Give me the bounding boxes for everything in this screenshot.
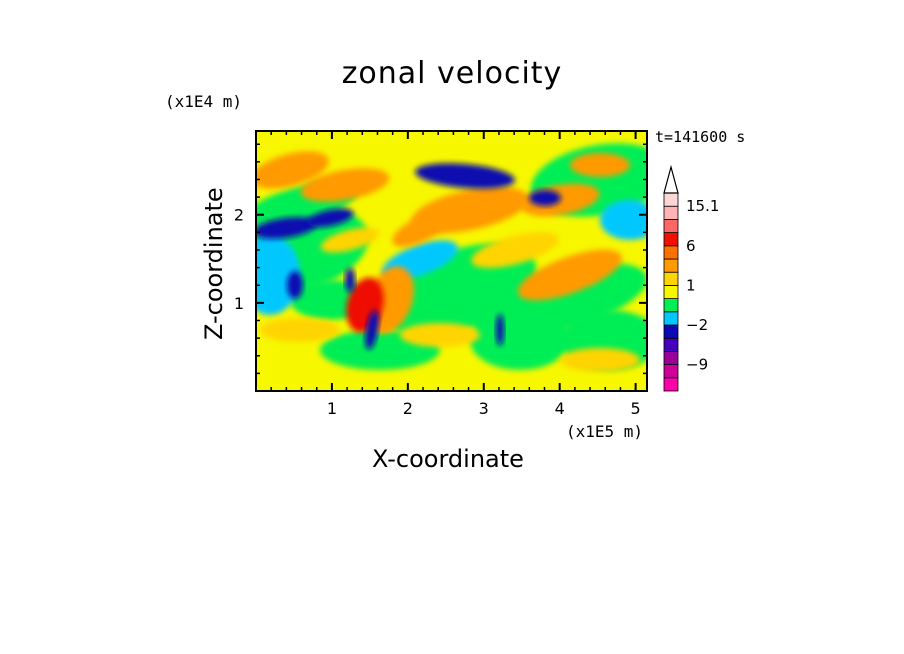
colorbar-swatch xyxy=(663,364,679,379)
colorbar-swatch xyxy=(663,271,679,286)
colorbar-swatch xyxy=(663,337,679,352)
colorbar-label: −2 xyxy=(686,316,708,334)
colorbar-swatch xyxy=(663,284,679,299)
colorbar-swatch xyxy=(663,324,679,339)
x-tick-label: 4 xyxy=(555,399,565,418)
colorbar-swatch xyxy=(663,298,679,313)
z-axis-multiplier: (x1E4 m) xyxy=(165,92,243,111)
axes: 1 2 3 4 5 1 2 xyxy=(234,131,647,418)
colorbar-swatch xyxy=(663,350,679,365)
chart-title: zonal velocity xyxy=(341,56,563,91)
z-tick-label: 2 xyxy=(234,206,244,225)
x-axis-label: X-coordinate xyxy=(372,445,524,473)
x-tick-label: 3 xyxy=(479,399,489,418)
x-tick-label: 1 xyxy=(327,399,337,418)
velocity-field xyxy=(256,131,647,391)
plot-frame xyxy=(255,130,648,392)
x-axis-multiplier: (x1E5 m) xyxy=(566,422,644,441)
colorbar-swatch xyxy=(663,377,679,392)
colorbar-swatch xyxy=(663,311,679,326)
x-tick-label: 2 xyxy=(403,399,413,418)
colorbar-swatch xyxy=(663,218,679,233)
colorbar-swatch xyxy=(663,205,679,220)
colorbar-swatch xyxy=(663,192,679,207)
time-label: t=141600 s xyxy=(655,128,746,146)
colorbar-label: 15.1 xyxy=(686,197,719,215)
z-tick-label: 1 xyxy=(234,294,244,313)
colorbar-extend-arrow xyxy=(663,164,679,194)
colorbar-label: −9 xyxy=(686,356,708,374)
colorbar-swatch xyxy=(663,258,679,273)
colorbar-swatch xyxy=(663,245,679,260)
colorbar-label: 1 xyxy=(686,276,696,294)
x-tick-label: 5 xyxy=(631,399,641,418)
colorbar-label: 6 xyxy=(686,237,696,255)
colorbar-swatch xyxy=(663,232,679,247)
colorbar: 15.1 6 1 −2 −9 xyxy=(663,164,719,392)
